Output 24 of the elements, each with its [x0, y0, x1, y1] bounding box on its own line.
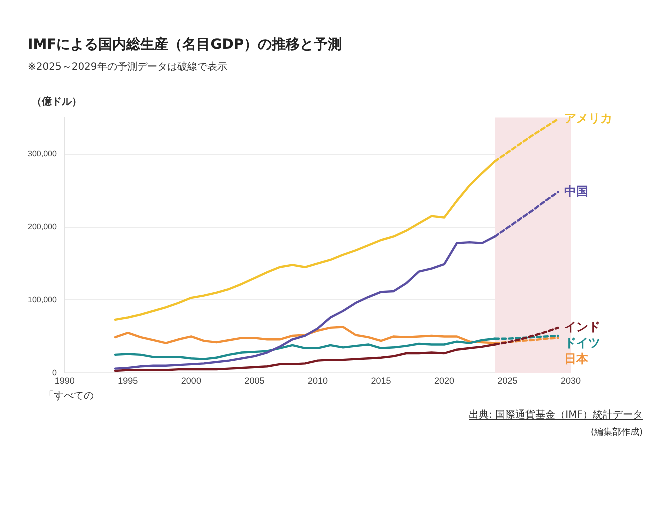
x-tick-label: 1995: [118, 376, 138, 386]
x-tick-label: 2010: [308, 376, 328, 386]
series-label: ドイツ: [564, 336, 600, 350]
text: 「すべての: [44, 390, 94, 403]
chart-subtitle: ※2025～2029年の予測データは破線で表示: [28, 60, 228, 74]
y-tick-label: 300,000: [28, 149, 58, 158]
y-tick-label: 100,000: [28, 295, 58, 304]
y-tick-label: 0: [52, 368, 58, 378]
x-tick-label: 2000: [181, 376, 202, 386]
x-tick-label: 2015: [371, 376, 392, 386]
series-label: アメリカ: [564, 111, 612, 126]
x-tick-label: 2025: [498, 376, 518, 386]
y-axis-title: （億ドル）: [32, 96, 82, 109]
series-label: 中国: [564, 184, 588, 198]
x-tick-label: 2030: [560, 376, 582, 386]
chart-title: IMFによる国内総生産（名目GDP）の推移と予測: [28, 36, 342, 54]
x-tick-label: 2020: [434, 376, 454, 386]
text: (編集部作成): [590, 426, 643, 439]
series-label: インド: [564, 320, 600, 334]
series-label: 日本: [564, 352, 590, 366]
x-tick-label: 2005: [244, 376, 265, 386]
source-note: 出典: 国際通貨基金（IMF）統計データ: [469, 408, 643, 422]
y-tick-label: 200,000: [28, 222, 58, 232]
x-tick-label: 1990: [54, 376, 75, 386]
